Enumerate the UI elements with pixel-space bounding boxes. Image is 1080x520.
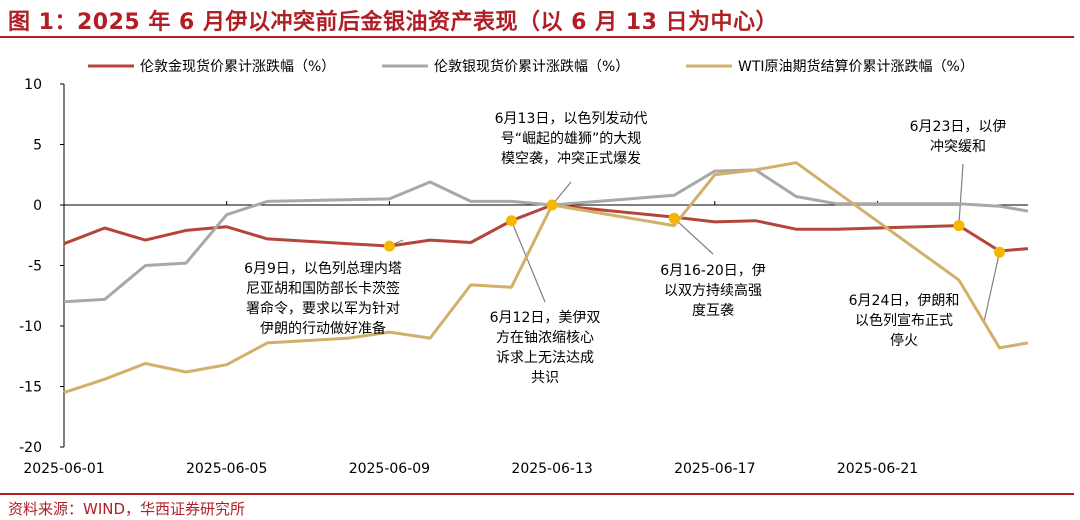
annotation-text: 以色列宣布正式 <box>855 312 953 329</box>
event-marker <box>994 246 1006 258</box>
annotation-text: 6月24日，伊朗和 <box>849 293 960 309</box>
x-tick-label: 2025-06-13 <box>511 461 592 477</box>
title-rule <box>0 36 1074 38</box>
annotation-text: 度互袭 <box>692 303 734 319</box>
annotation-text: 共识 <box>531 370 559 386</box>
event-marker <box>505 215 517 227</box>
event-marker <box>546 199 558 211</box>
y-tick-label: -10 <box>19 319 42 335</box>
annotation-text: 6月12日，美伊双 <box>490 310 601 326</box>
legend-entry: WTI原油期货结算价累计涨跌幅（%） <box>738 58 974 75</box>
legend-entry: 伦敦金现货价累计涨跌幅（%） <box>140 58 335 75</box>
x-tick-label: 2025-06-17 <box>674 461 755 477</box>
x-tick-label: 2025-06-09 <box>349 461 430 477</box>
annotation-text: 6月16-20日，伊 <box>660 263 766 279</box>
source-note: 资料来源：WIND，华西证券研究所 <box>8 500 246 518</box>
annotation-text: 6月23日，以伊 <box>910 119 1007 135</box>
legend-entry: 伦敦银现货价累计涨跌幅（%） <box>434 58 629 75</box>
y-tick-label: -5 <box>28 259 42 275</box>
annotation-leader <box>958 163 964 226</box>
annotation-text: 诉求上无法达成 <box>496 350 594 366</box>
annotation-leader <box>510 220 546 303</box>
event-marker <box>953 220 965 232</box>
x-tick-label: 2025-06-05 <box>186 461 267 477</box>
annotation-text: 尼亚胡和国防部长卡茨签 <box>246 280 400 297</box>
annotation-text: 署命令，要求以军为针对 <box>246 300 400 317</box>
annotation-text: 方在铀浓缩核心 <box>496 330 594 346</box>
series-line-0 <box>63 203 1029 253</box>
annotation-leader <box>983 252 1001 323</box>
source-rule <box>0 493 1074 495</box>
annotation-text: 停火 <box>890 332 918 349</box>
y-tick-label: -15 <box>19 380 42 396</box>
y-tick-label: 5 <box>33 138 42 154</box>
x-tick-label: 2025-06-21 <box>837 461 918 477</box>
annotation-leader <box>673 217 714 255</box>
annotation-text: 6月13日，以色列发动代 <box>495 110 648 127</box>
y-tick-label: 0 <box>33 198 42 214</box>
annotation-text: 伊朗的行动做好准备 <box>260 320 386 337</box>
series-line-2 <box>63 161 1029 395</box>
annotation-text: 号“崛起的雄狮”的大规 <box>501 131 642 147</box>
x-tick-label: 2025-06-01 <box>23 461 104 477</box>
event-marker <box>383 240 395 252</box>
annotation-text: 以双方持续高强 <box>664 282 762 299</box>
figure-title: 图 1：2025 年 6 月伊以冲突前后金银油资产表现（以 6 月 13 日为中… <box>8 10 779 35</box>
y-tick-label: 10 <box>24 77 42 93</box>
series-line-1 <box>63 168 1029 304</box>
annotation-text: 模空袭，冲突正式爆发 <box>501 151 641 167</box>
y-tick-label: -20 <box>19 440 42 456</box>
annotation-text: 6月9日，以色列总理内塔 <box>244 260 402 277</box>
annotation-text: 冲突缓和 <box>930 139 986 155</box>
event-marker <box>668 212 680 224</box>
